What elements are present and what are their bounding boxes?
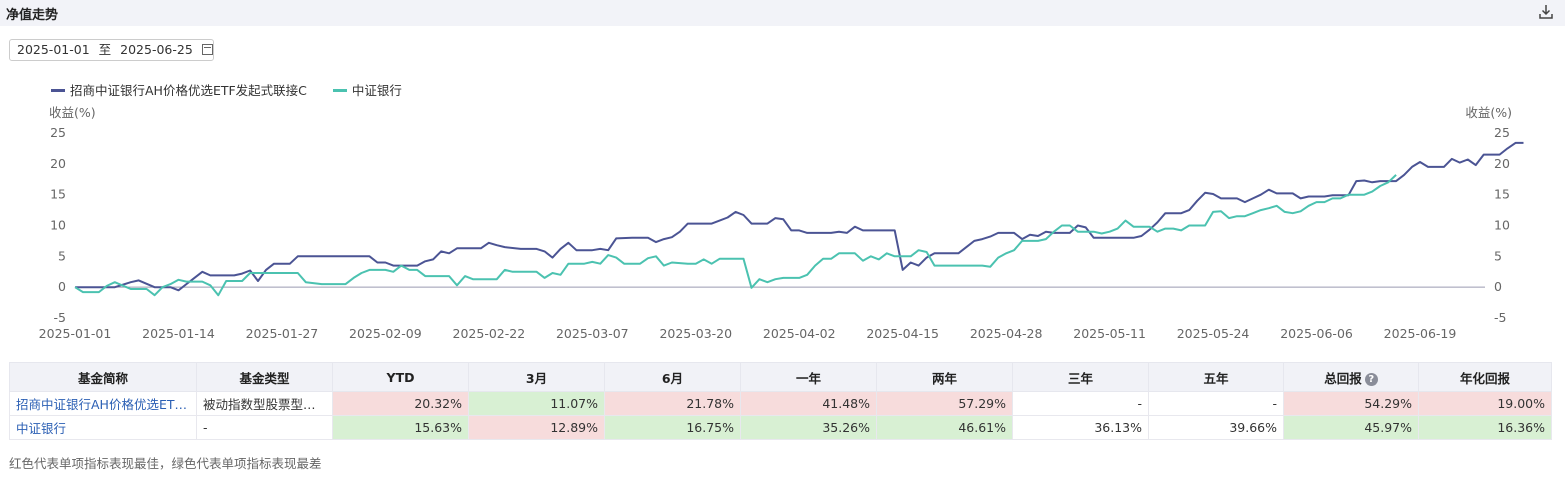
y-axis-label-right: 收益(%) bbox=[1465, 105, 1512, 120]
x-tick-label: 2025-06-06 bbox=[1280, 326, 1353, 341]
return-cell: 39.66% bbox=[1148, 415, 1284, 440]
legend-note: 红色代表单项指标表现最佳，绿色代表单项指标表现最差 bbox=[9, 456, 322, 471]
fund-name-link[interactable]: 招商中证银行AH价格优选ETF发起式联接C bbox=[9, 391, 197, 416]
col-header[interactable]: 年化回报 bbox=[1418, 362, 1552, 392]
return-cell: 19.00% bbox=[1418, 391, 1552, 416]
table-row: 招商中证银行AH价格优选ETF发起式联接C被动指数型股票型基金20.32%11.… bbox=[9, 391, 1552, 416]
date-end: 2025-06-25 bbox=[120, 42, 193, 57]
x-tick-label: 2025-05-24 bbox=[1177, 326, 1250, 341]
y-tick-label-left: 25 bbox=[50, 125, 66, 140]
series-line-1 bbox=[74, 174, 1397, 297]
table-header-row: 基金简称 基金类型 YTD 3月 6月 一年 两年 三年 五年 总回报? 年化回… bbox=[9, 362, 1552, 392]
return-cell: 41.48% bbox=[740, 391, 877, 416]
return-cell: 16.75% bbox=[604, 415, 741, 440]
y-tick-label-right: 20 bbox=[1494, 156, 1510, 171]
col-header[interactable]: 基金类型 bbox=[196, 362, 333, 392]
date-start: 2025-01-01 bbox=[17, 42, 90, 57]
col-header[interactable]: 一年 bbox=[740, 362, 877, 392]
return-cell: 16.36% bbox=[1418, 415, 1552, 440]
series-line-0 bbox=[75, 141, 1524, 292]
legend-label: 招商中证银行AH价格优选ETF发起式联接C bbox=[70, 83, 307, 98]
return-cell: 45.97% bbox=[1283, 415, 1419, 440]
return-cell: 54.29% bbox=[1283, 391, 1419, 416]
question-icon[interactable]: ? bbox=[1364, 372, 1378, 386]
return-cell: 57.29% bbox=[876, 391, 1013, 416]
nav-trend-chart: 收益(%) 收益(%) -5 -5 0 0 5 5 10 10 15 15 20 20 25 25 2025-0… bbox=[39, 105, 1524, 341]
col-header-total-return[interactable]: 总回报? bbox=[1283, 362, 1419, 392]
x-tick-label: 2025-03-20 bbox=[659, 326, 732, 341]
legend-swatch bbox=[332, 89, 347, 92]
return-cell: - bbox=[1012, 391, 1149, 416]
x-tick-label: 2025-06-19 bbox=[1384, 326, 1457, 341]
download-icon[interactable] bbox=[1539, 4, 1553, 20]
y-tick-label-right: 5 bbox=[1494, 248, 1502, 263]
fund-name-link[interactable]: 中证银行 bbox=[9, 415, 197, 440]
return-cell: 46.61% bbox=[876, 415, 1013, 440]
col-header-label: 总回报 bbox=[1324, 370, 1362, 386]
y-tick-label-left: 20 bbox=[50, 156, 66, 171]
legend-item-fund[interactable]: 招商中证银行AH价格优选ETF发起式联接C bbox=[51, 80, 307, 99]
return-cell: 35.26% bbox=[740, 415, 877, 440]
fund-type: 被动指数型股票型基金 bbox=[196, 391, 333, 416]
y-tick-label-left: -5 bbox=[54, 310, 66, 325]
section-title: 净值走势 bbox=[6, 8, 59, 23]
col-header[interactable]: 6月 bbox=[604, 362, 741, 392]
legend-label: 中证银行 bbox=[351, 83, 402, 98]
x-tick-label: 2025-01-01 bbox=[39, 326, 112, 341]
return-cell: 15.63% bbox=[332, 415, 469, 440]
calendar-icon[interactable] bbox=[201, 44, 213, 55]
y-tick-label-left: 5 bbox=[58, 248, 66, 263]
legend-item-index[interactable]: 中证银行 bbox=[332, 80, 402, 99]
return-cell: 20.32% bbox=[332, 391, 469, 416]
y-tick-label-left: 15 bbox=[50, 187, 66, 202]
x-tick-label: 2025-02-09 bbox=[349, 326, 422, 341]
y-tick-label-left: 10 bbox=[50, 218, 66, 233]
chart-legend: 招商中证银行AH价格优选ETF发起式联接C 中证银行 bbox=[51, 80, 424, 99]
return-cell: - bbox=[1148, 391, 1284, 416]
x-tick-label: 2025-01-14 bbox=[142, 326, 215, 341]
return-cell: 21.78% bbox=[604, 391, 741, 416]
date-range-picker[interactable]: 2025-01-01 至 2025-06-25 bbox=[9, 39, 214, 61]
col-header[interactable]: 3月 bbox=[468, 362, 605, 392]
x-tick-label: 2025-01-27 bbox=[246, 326, 319, 341]
return-cell: 12.89% bbox=[468, 415, 605, 440]
y-tick-label-right: 10 bbox=[1494, 218, 1510, 233]
col-header[interactable]: 两年 bbox=[876, 362, 1013, 392]
x-tick-label: 2025-04-02 bbox=[763, 326, 836, 341]
y-axis-label-left: 收益(%) bbox=[49, 105, 96, 120]
y-tick-label-right: 15 bbox=[1494, 187, 1510, 202]
date-separator: 至 bbox=[98, 42, 112, 57]
legend-swatch bbox=[51, 89, 65, 92]
x-tick-label: 2025-02-22 bbox=[453, 326, 526, 341]
x-tick-label: 2025-04-15 bbox=[866, 326, 939, 341]
x-tick-label: 2025-04-28 bbox=[970, 326, 1043, 341]
col-header[interactable]: 基金简称 bbox=[9, 362, 197, 392]
header-bar: 净值走势 bbox=[0, 0, 1565, 26]
return-cell: 11.07% bbox=[468, 391, 605, 416]
fund-type: - bbox=[196, 415, 333, 440]
y-tick-label-right: 25 bbox=[1494, 125, 1510, 140]
x-tick-label: 2025-03-07 bbox=[556, 326, 629, 341]
y-tick-label-right: -5 bbox=[1494, 310, 1506, 325]
return-cell: 36.13% bbox=[1012, 415, 1149, 440]
y-tick-label-right: 0 bbox=[1494, 279, 1502, 294]
performance-table: 基金简称 基金类型 YTD 3月 6月 一年 两年 三年 五年 总回报? 年化回… bbox=[9, 362, 1552, 440]
table-row: 中证银行 -15.63% 12.89% 16.75% 35.26% 46.61% 36.13… bbox=[9, 415, 1552, 440]
y-tick-label-left: 0 bbox=[58, 279, 66, 294]
col-header[interactable]: 五年 bbox=[1148, 362, 1284, 392]
x-tick-label: 2025-05-11 bbox=[1073, 326, 1146, 341]
col-header[interactable]: YTD bbox=[332, 362, 469, 392]
col-header[interactable]: 三年 bbox=[1012, 362, 1149, 392]
